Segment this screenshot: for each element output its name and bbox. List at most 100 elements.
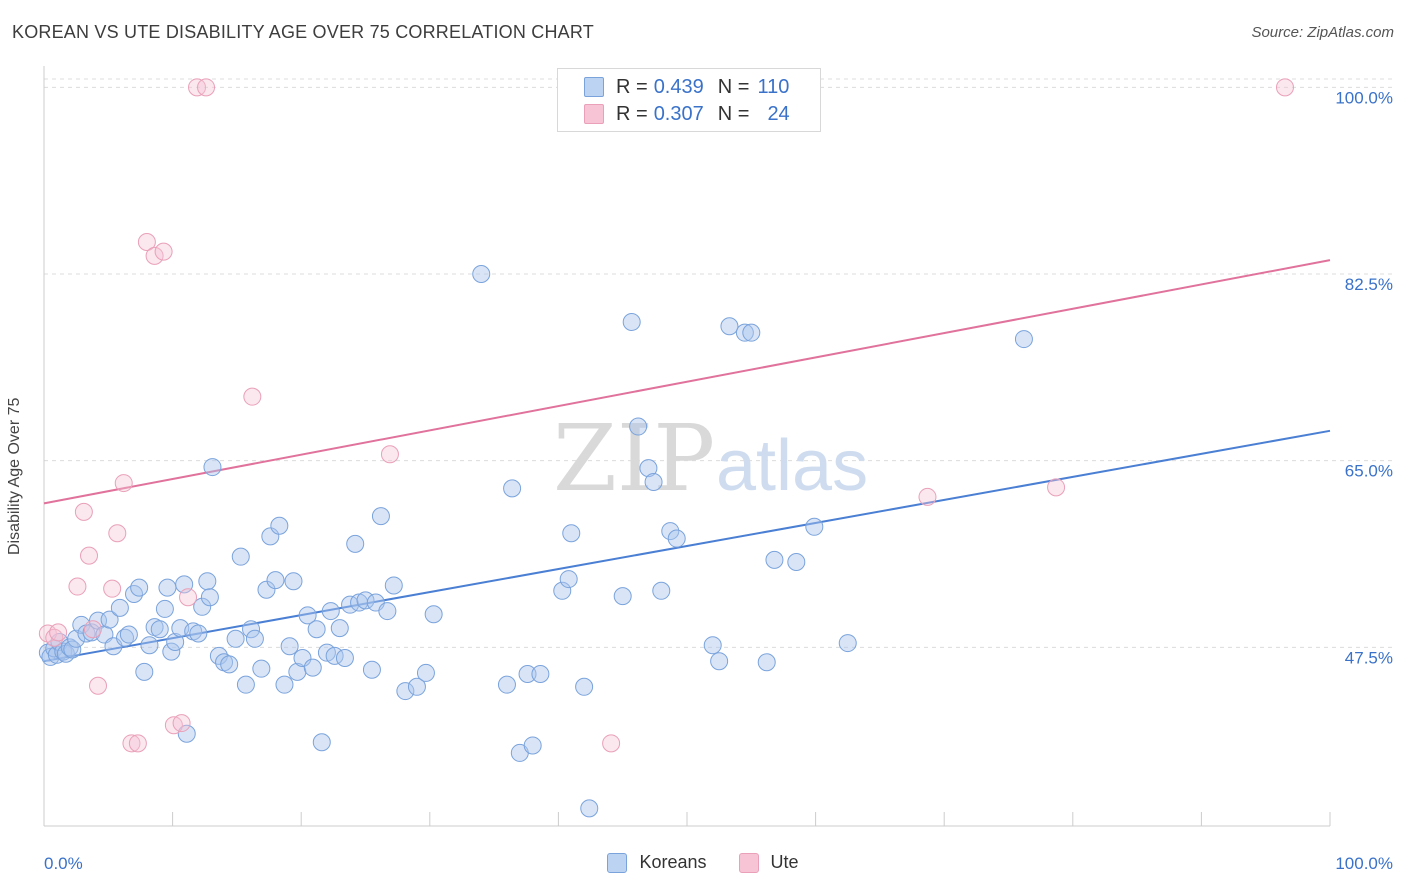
korean-point <box>362 660 381 679</box>
korean-point <box>703 636 722 655</box>
r-label: R = <box>616 75 648 98</box>
korean-point <box>166 633 185 651</box>
axes <box>43 66 1331 827</box>
korean-point <box>757 653 776 672</box>
ute-point <box>188 78 207 97</box>
korean-point <box>252 659 271 678</box>
korean-point <box>667 529 686 548</box>
legend-row-ute: R = 0.307 N = 24 <box>584 102 790 126</box>
watermark-zip: ZIP <box>553 405 715 512</box>
korean-point <box>838 634 857 653</box>
korean-point <box>652 581 671 600</box>
tick-labels: 47.5% 65.0% 82.5% 100.0% 0.0% 100.0% <box>44 88 1393 873</box>
korean-point <box>371 507 390 526</box>
korean-point <box>67 629 86 648</box>
n-label: N = <box>717 102 750 125</box>
korean-point <box>266 571 285 590</box>
korean-point <box>321 602 340 621</box>
korean-point <box>559 570 578 589</box>
ute-point <box>74 502 93 521</box>
korean-point <box>1014 330 1033 349</box>
korean-point <box>193 597 212 616</box>
ute-point <box>197 78 216 97</box>
korean-point <box>330 619 349 638</box>
legend-label: Koreans <box>639 852 707 872</box>
ute-point <box>103 579 122 598</box>
korean-point <box>177 724 196 743</box>
ute-point <box>80 546 99 565</box>
korean-point <box>523 736 542 755</box>
ute-point <box>114 474 133 493</box>
korean-point <box>742 323 761 342</box>
ute-point <box>108 524 127 543</box>
y-tick-label: 65.0% <box>1345 462 1393 481</box>
korean-point <box>629 417 648 436</box>
korean-point <box>203 458 222 477</box>
korean-point <box>275 675 294 694</box>
korean-point <box>416 663 435 682</box>
y-tick-label: 47.5% <box>1345 648 1393 667</box>
korean-point <box>424 605 443 624</box>
korean-point <box>497 675 516 694</box>
korean-point <box>261 527 280 546</box>
korean-point <box>720 317 739 336</box>
koreans-trend-line <box>43 429 1331 663</box>
korean-point <box>280 637 299 656</box>
ute-point <box>602 734 621 753</box>
korean-point <box>575 677 594 696</box>
korean-point <box>503 479 522 498</box>
korean-point <box>135 662 154 681</box>
korean-point <box>407 677 426 696</box>
watermark-atlas: atlas <box>716 426 868 506</box>
ute-point <box>145 246 164 265</box>
korean-point <box>298 606 317 625</box>
legend-item-ute: Ute <box>738 852 799 873</box>
korean-point <box>765 550 784 569</box>
korean-point <box>472 265 491 283</box>
ute-point <box>89 676 108 695</box>
korean-point <box>562 524 581 543</box>
korean-point <box>130 578 149 597</box>
legend-row-koreans: R = 0.439 N = 110 <box>584 75 789 99</box>
ute-swatch <box>738 852 759 873</box>
korean-point <box>805 517 824 536</box>
korean-point <box>162 642 181 661</box>
ute-point <box>128 734 147 753</box>
korean-point <box>312 733 331 752</box>
korean-point <box>226 629 245 648</box>
ute-point <box>154 242 173 261</box>
korean-point <box>518 665 537 683</box>
korean-point <box>155 599 174 618</box>
ute-point <box>49 623 68 642</box>
korean-point <box>531 665 550 683</box>
koreans-swatch <box>607 852 628 873</box>
ute-point <box>137 233 156 251</box>
korean-point <box>303 658 322 677</box>
korean-point <box>200 588 219 607</box>
r-label: R = <box>616 102 648 125</box>
korean-point <box>257 580 276 599</box>
chart-title: KOREAN VS UTE DISABILITY AGE OVER 75 COR… <box>12 22 594 42</box>
korean-point <box>613 587 632 606</box>
ute-point <box>122 734 141 753</box>
korean-point <box>220 655 239 674</box>
n-value: 110 <box>757 75 790 98</box>
korean-point <box>150 620 169 639</box>
korean-point <box>710 652 729 671</box>
korean-point <box>189 624 208 643</box>
x-tick-label: 100.0% <box>1335 854 1393 873</box>
korean-point <box>270 516 289 535</box>
legend-label: Ute <box>770 852 799 872</box>
korean-point <box>553 581 572 600</box>
korean-point <box>661 522 680 541</box>
korean-point <box>140 636 159 655</box>
r-value: 0.307 <box>653 102 704 125</box>
ute-point <box>380 445 399 464</box>
ute-point <box>1047 478 1066 497</box>
korean-point <box>100 610 119 629</box>
y-axis-label: Disability Age Over 75 <box>6 397 23 555</box>
korean-point <box>335 649 354 667</box>
korean-point <box>622 313 641 331</box>
correlation-legend: R = 0.439 N = 110 R = 0.307 N = 24 <box>557 68 821 132</box>
